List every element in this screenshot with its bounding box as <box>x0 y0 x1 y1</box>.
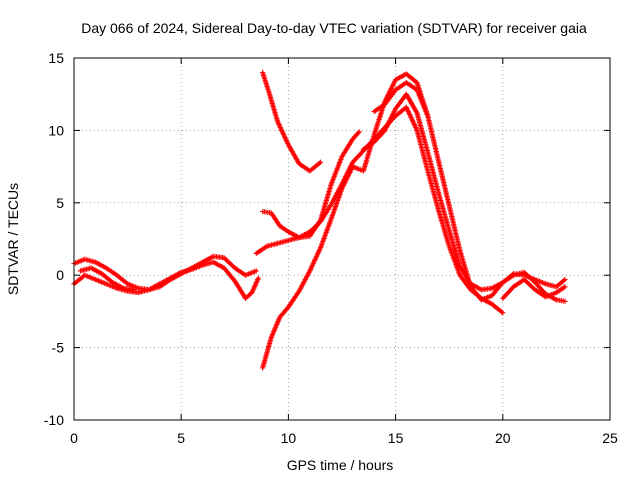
series-arc-5 <box>260 129 362 241</box>
y-tick-label: -5 <box>52 340 65 356</box>
x-tick-label: 5 <box>177 430 185 446</box>
data-point <box>500 310 506 316</box>
series-arc-8 <box>360 91 568 304</box>
data-point <box>562 284 568 290</box>
data-point <box>317 159 324 165</box>
y-tick-label: 5 <box>56 195 64 211</box>
x-axis-title: GPS time / hours <box>287 457 394 473</box>
data-point <box>425 113 431 119</box>
y-axis-title: SDTVAR / TECUs <box>5 183 21 295</box>
plot-frame <box>73 57 611 421</box>
x-tick-label: 15 <box>388 430 404 446</box>
y-tick-label: 10 <box>48 122 64 138</box>
data-point <box>562 276 568 283</box>
series-arc-3 <box>77 265 137 293</box>
x-tick-label: 20 <box>495 430 511 446</box>
y-tick-label: 0 <box>56 267 64 283</box>
axis-ticks <box>73 57 611 421</box>
y-tick-label: -10 <box>44 412 64 428</box>
series-arc-10 <box>500 276 568 301</box>
x-tick-label: 10 <box>281 430 297 446</box>
y-tick-label: 15 <box>48 50 64 66</box>
x-tick-label: 25 <box>602 430 618 446</box>
data-point <box>131 287 137 293</box>
series-arc-2 <box>71 259 261 301</box>
tick-labels: 0 5 10 15 20 25 -10 -5 0 5 10 15 <box>44 50 618 446</box>
series-arc-9 <box>371 80 431 119</box>
data-point <box>253 268 259 274</box>
series-arc-4 <box>260 69 324 174</box>
chart-title: Day 066 of 2024, Sidereal Day-to-day VTE… <box>81 20 587 36</box>
data-point <box>562 298 568 304</box>
data-point <box>255 275 261 281</box>
x-tick-label: 0 <box>70 430 78 446</box>
data-points <box>71 69 568 371</box>
data-point <box>356 129 362 135</box>
data-point <box>381 128 387 135</box>
